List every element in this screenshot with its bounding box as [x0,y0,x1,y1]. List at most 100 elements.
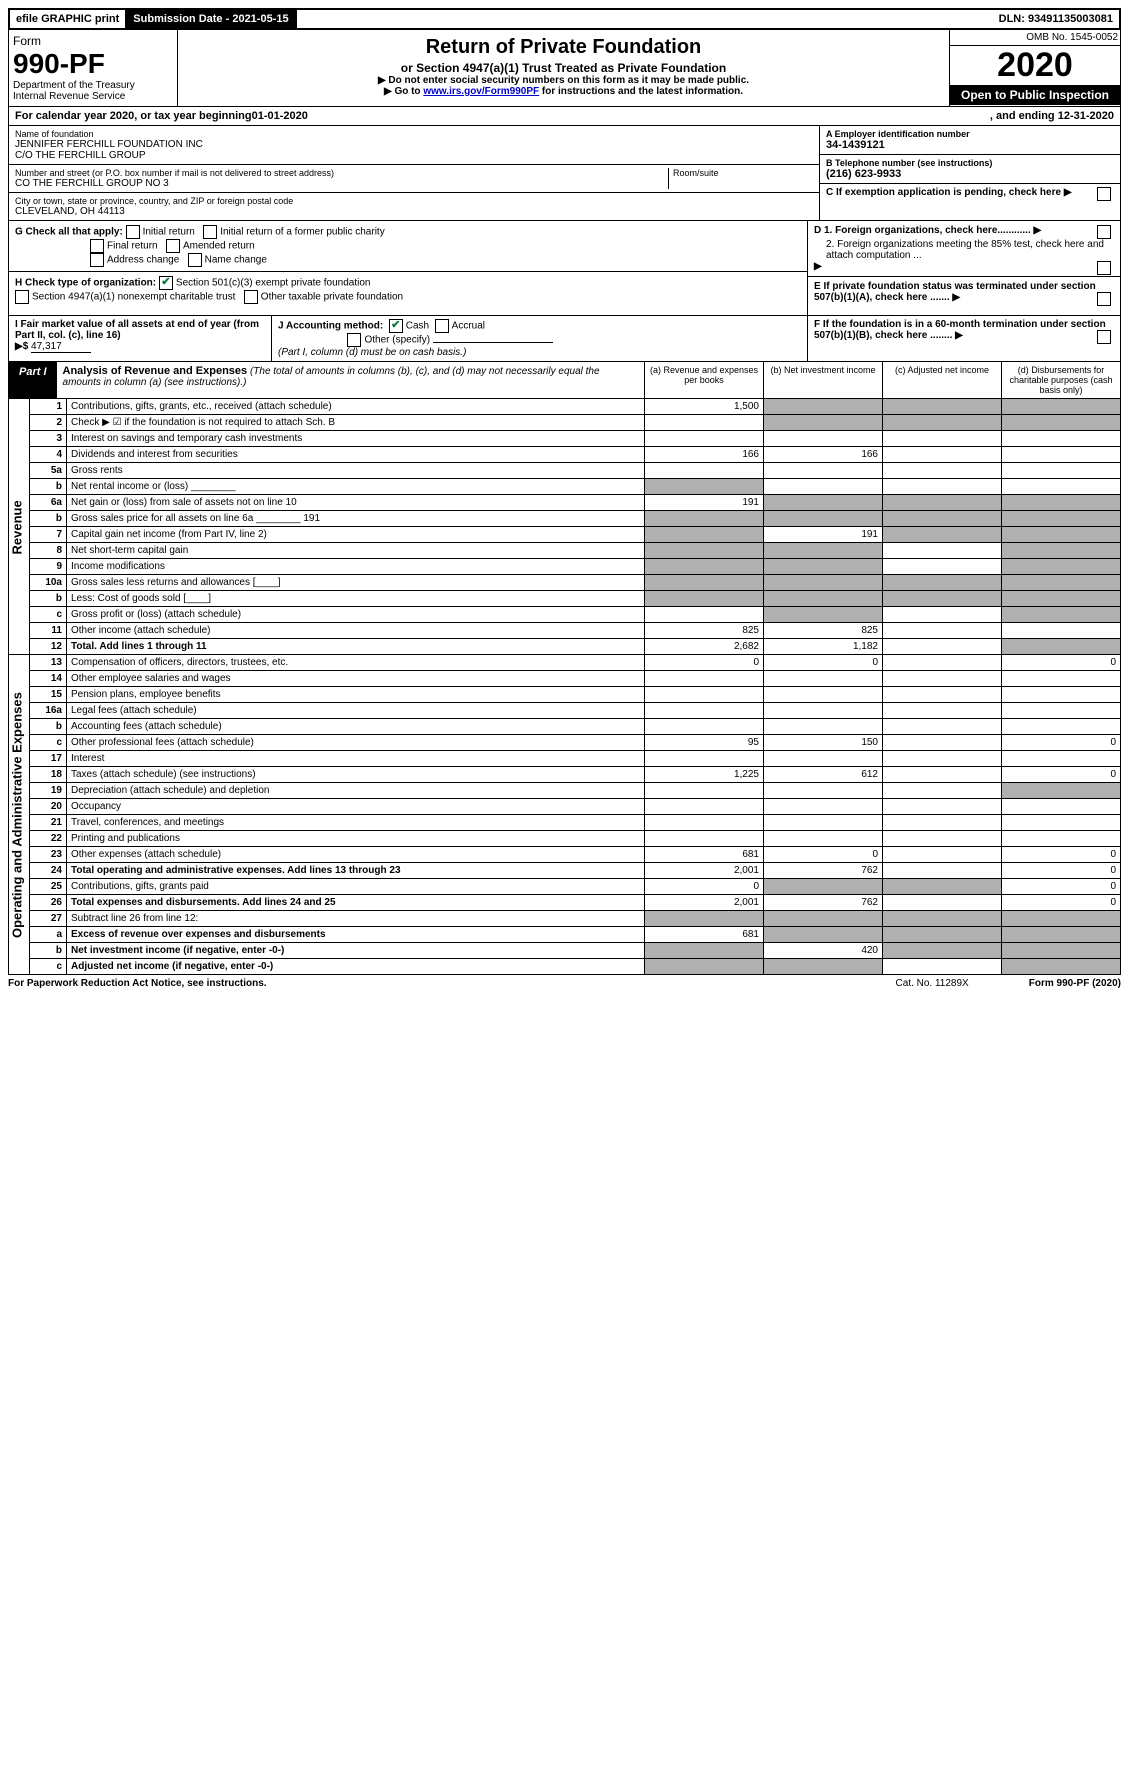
checkbox-accrual[interactable] [435,319,449,333]
amount-cell: 0 [645,879,764,895]
amount-cell [764,927,883,943]
amount-cell [764,799,883,815]
amount-cell [764,607,883,623]
room-suite: Room/suite [668,168,813,189]
amount-cell [1002,687,1121,703]
checkbox-other-tax[interactable] [244,290,258,304]
table-row: 9Income modifications [9,559,1121,575]
amount-cell: 2,001 [645,895,764,911]
line-number: 25 [30,879,67,895]
e-section: E If private foundation status was termi… [808,276,1120,307]
checkbox-cash[interactable]: ✔ [389,319,403,333]
irs: Internal Revenue Service [13,91,173,102]
checkbox-c[interactable] [1097,187,1111,201]
amount-cell [764,783,883,799]
line-desc: Total expenses and disbursements. Add li… [67,895,645,911]
table-row: bAccounting fees (attach schedule) [9,719,1121,735]
amount-cell [645,799,764,815]
amount-cell: 681 [645,927,764,943]
table-row: 11Other income (attach schedule)825825 [9,623,1121,639]
amount-cell [883,543,1002,559]
amount-cell [764,879,883,895]
amount-cell [764,575,883,591]
amount-cell [645,463,764,479]
amount-cell [764,559,883,575]
amount-cell [883,703,1002,719]
amount-cell [645,831,764,847]
amount-cell [883,399,1002,415]
footer: For Paperwork Reduction Act Notice, see … [8,975,1121,989]
amount-cell [1002,911,1121,927]
amount-cell: 191 [764,527,883,543]
line-desc: Gross profit or (loss) (attach schedule) [67,607,645,623]
column-headers: (a) Revenue and expenses per books (b) N… [644,362,1120,398]
amount-cell [883,735,1002,751]
amount-cell [764,831,883,847]
line-desc: Net rental income or (loss) ________ [67,479,645,495]
amount-cell [883,415,1002,431]
checkbox-name[interactable] [188,253,202,267]
checkbox-d1[interactable] [1097,225,1111,239]
line-number: 5a [30,463,67,479]
checkbox-initial[interactable] [126,225,140,239]
amount-cell [645,591,764,607]
amount-cell: 0 [1002,767,1121,783]
table-row: 23Other expenses (attach schedule)68100 [9,847,1121,863]
analysis-table: Revenue1Contributions, gifts, grants, et… [8,399,1121,975]
amount-cell: 0 [1002,847,1121,863]
checkbox-final[interactable] [90,239,104,253]
open-to-public: Open to Public Inspection [950,85,1120,105]
instr-2: ▶ Go to www.irs.gov/Form990PF for instru… [182,86,945,97]
amount-cell: 681 [645,847,764,863]
line-number: b [30,719,67,735]
checkbox-4947[interactable] [15,290,29,304]
amount-cell [883,671,1002,687]
amount-cell [1002,559,1121,575]
line-desc: Net investment income (if negative, ente… [67,943,645,959]
table-row: 22Printing and publications [9,831,1121,847]
amount-cell [645,479,764,495]
line-desc: Gross rents [67,463,645,479]
line-number: 23 [30,847,67,863]
amount-cell [883,719,1002,735]
dln: DLN: 93491135003081 [993,10,1119,28]
amount-cell: 2,001 [645,863,764,879]
amount-cell [1002,751,1121,767]
checkbox-d2[interactable] [1097,261,1111,275]
line-number: 12 [30,639,67,655]
form-ref: Form 990-PF (2020) [1029,978,1121,989]
amount-cell [883,687,1002,703]
amount-cell [1002,591,1121,607]
table-row: 7Capital gain net income (from Part IV, … [9,527,1121,543]
line-number: 18 [30,767,67,783]
omb-number: OMB No. 1545-0052 [950,30,1120,46]
checkbox-address[interactable] [90,253,104,267]
checkbox-other[interactable] [347,333,361,347]
checkbox-initial-former[interactable] [203,225,217,239]
amount-cell [1002,495,1121,511]
amount-cell: 0 [1002,863,1121,879]
line-number: b [30,479,67,495]
checkbox-501c3[interactable]: ✔ [159,276,173,290]
amount-cell [883,623,1002,639]
line-number: 2 [30,415,67,431]
amount-cell [1002,479,1121,495]
instructions-link[interactable]: www.irs.gov/Form990PF [423,86,539,97]
amount-cell [764,687,883,703]
table-row: aExcess of revenue over expenses and dis… [9,927,1121,943]
amount-cell [1002,511,1121,527]
j-section: J Accounting method: ✔Cash Accrual Other… [272,316,807,361]
amount-cell [883,863,1002,879]
line-number: 4 [30,447,67,463]
instr-1: ▶ Do not enter social security numbers o… [182,75,945,86]
line-number: 16a [30,703,67,719]
checkbox-f[interactable] [1097,330,1111,344]
amount-cell: 191 [645,495,764,511]
checkbox-amended[interactable] [166,239,180,253]
amount-cell [764,911,883,927]
line-number: c [30,735,67,751]
checkbox-e[interactable] [1097,292,1111,306]
part1-desc: Analysis of Revenue and Expenses (The to… [57,362,644,398]
g-h-row: G Check all that apply: Initial return I… [8,221,1121,316]
line-number: 22 [30,831,67,847]
